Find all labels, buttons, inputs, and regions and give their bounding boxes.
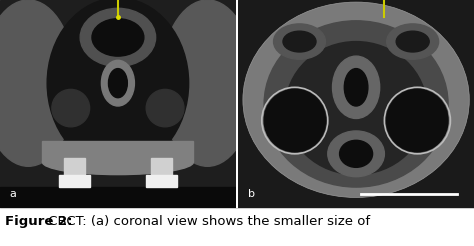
Ellipse shape: [273, 24, 326, 59]
Ellipse shape: [80, 8, 155, 66]
Text: b: b: [247, 189, 255, 200]
Ellipse shape: [43, 150, 193, 175]
Ellipse shape: [146, 89, 184, 127]
Text: CBCT: (a) coronal view shows the smaller size of: CBCT: (a) coronal view shows the smaller…: [44, 215, 370, 229]
Ellipse shape: [47, 0, 189, 168]
Ellipse shape: [243, 2, 469, 198]
Bar: [146, 175, 177, 187]
Ellipse shape: [387, 24, 438, 59]
Ellipse shape: [387, 89, 448, 152]
Ellipse shape: [344, 69, 368, 106]
Ellipse shape: [101, 60, 135, 106]
Ellipse shape: [339, 140, 373, 167]
Ellipse shape: [92, 19, 144, 56]
Ellipse shape: [109, 69, 128, 98]
Bar: [64, 158, 85, 179]
Ellipse shape: [264, 21, 448, 187]
Bar: [59, 175, 90, 187]
Bar: [0, 187, 236, 208]
Ellipse shape: [52, 89, 90, 127]
Ellipse shape: [264, 89, 326, 152]
Ellipse shape: [328, 131, 384, 177]
Text: a: a: [9, 189, 16, 200]
Bar: [151, 158, 172, 179]
Text: Figure 2:: Figure 2:: [5, 215, 72, 229]
Bar: [43, 141, 193, 162]
Ellipse shape: [283, 31, 316, 52]
Ellipse shape: [332, 56, 380, 119]
Ellipse shape: [0, 0, 75, 166]
Ellipse shape: [160, 0, 255, 166]
Ellipse shape: [285, 42, 427, 175]
Ellipse shape: [396, 31, 429, 52]
